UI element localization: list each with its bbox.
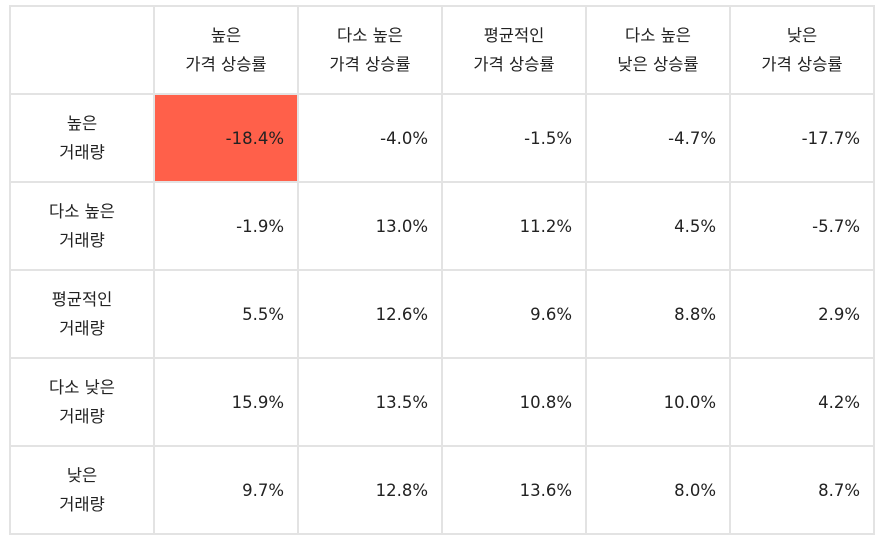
table-cell: -4.0% bbox=[299, 95, 441, 181]
col-header-somewhat-low-price: 다소 높은 낮은 상승률 bbox=[587, 7, 729, 93]
table-cell: 12.8% bbox=[299, 447, 441, 533]
col-header-line1: 높은 bbox=[210, 26, 242, 45]
col-header-high-price: 높은 가격 상승률 bbox=[155, 7, 297, 93]
row-header-line1: 다소 낮은 bbox=[49, 378, 115, 397]
table-cell: 4.2% bbox=[731, 359, 873, 445]
table-cell: -1.9% bbox=[155, 183, 297, 269]
table-cell: 12.6% bbox=[299, 271, 441, 357]
table-cell: 8.7% bbox=[731, 447, 873, 533]
table-cell: 2.9% bbox=[731, 271, 873, 357]
table-cell: 8.8% bbox=[587, 271, 729, 357]
table-cell: -5.7% bbox=[731, 183, 873, 269]
col-header-line2: 가격 상승률 bbox=[761, 55, 843, 74]
row-header-line2: 거래량 bbox=[59, 495, 105, 514]
row-header-low-volume: 낮은 거래량 bbox=[11, 447, 153, 533]
table-cell: 13.5% bbox=[299, 359, 441, 445]
row-header-line2: 거래량 bbox=[59, 143, 105, 162]
col-header-line2: 낮은 상승률 bbox=[617, 55, 699, 74]
return-matrix-table: 높은 가격 상승률 다소 높은 가격 상승률 평균적인 가격 상승률 다소 높은… bbox=[9, 5, 875, 535]
col-header-line2: 가격 상승률 bbox=[473, 55, 555, 74]
row-header-line1: 다소 높은 bbox=[49, 202, 115, 221]
row-header-line2: 거래량 bbox=[59, 231, 105, 250]
table-cell: 5.5% bbox=[155, 271, 297, 357]
row-header-line2: 거래량 bbox=[59, 319, 105, 338]
row-header-line1: 낮은 bbox=[66, 466, 98, 485]
table-cell: 9.6% bbox=[443, 271, 585, 357]
row-header-average-volume: 평균적인 거래량 bbox=[11, 271, 153, 357]
table-cell: -17.7% bbox=[731, 95, 873, 181]
table-cell: 13.0% bbox=[299, 183, 441, 269]
table-row-high-volume: 높은 거래량 -18.4% -4.0% -1.5% -4.7% -17.7% bbox=[11, 95, 873, 181]
header-row: 높은 가격 상승률 다소 높은 가격 상승률 평균적인 가격 상승률 다소 높은… bbox=[11, 7, 873, 93]
col-header-somewhat-high-price: 다소 높은 가격 상승률 bbox=[299, 7, 441, 93]
table-cell: 4.5% bbox=[587, 183, 729, 269]
row-header-somewhat-low-volume: 다소 낮은 거래량 bbox=[11, 359, 153, 445]
table-row-low-volume: 낮은 거래량 9.7% 12.8% 13.6% 8.0% 8.7% bbox=[11, 447, 873, 533]
corner-cell bbox=[11, 7, 153, 93]
col-header-line1: 다소 높은 bbox=[625, 26, 691, 45]
row-header-line1: 평균적인 bbox=[51, 290, 113, 309]
row-header-high-volume: 높은 거래량 bbox=[11, 95, 153, 181]
table-cell: 15.9% bbox=[155, 359, 297, 445]
col-header-line2: 가격 상승률 bbox=[185, 55, 267, 74]
row-header-somewhat-high-volume: 다소 높은 거래량 bbox=[11, 183, 153, 269]
col-header-line1: 다소 높은 bbox=[337, 26, 403, 45]
table-row-somewhat-low-volume: 다소 낮은 거래량 15.9% 13.5% 10.8% 10.0% 4.2% bbox=[11, 359, 873, 445]
row-header-line1: 높은 bbox=[66, 114, 98, 133]
row-header-line2: 거래량 bbox=[59, 407, 105, 426]
table-cell: -4.7% bbox=[587, 95, 729, 181]
col-header-line1: 낮은 bbox=[786, 26, 818, 45]
table-cell: 8.0% bbox=[587, 447, 729, 533]
col-header-low-price: 낮은 가격 상승률 bbox=[731, 7, 873, 93]
return-matrix-table-wrapper: 높은 가격 상승률 다소 높은 가격 상승률 평균적인 가격 상승률 다소 높은… bbox=[9, 5, 875, 535]
table-cell: 11.2% bbox=[443, 183, 585, 269]
table-row-average-volume: 평균적인 거래량 5.5% 12.6% 9.6% 8.8% 2.9% bbox=[11, 271, 873, 357]
table-cell: 13.6% bbox=[443, 447, 585, 533]
col-header-line2: 가격 상승률 bbox=[329, 55, 411, 74]
table-cell: 10.8% bbox=[443, 359, 585, 445]
table-row-somewhat-high-volume: 다소 높은 거래량 -1.9% 13.0% 11.2% 4.5% -5.7% bbox=[11, 183, 873, 269]
table-cell-highlighted: -18.4% bbox=[155, 95, 297, 181]
table-cell: 9.7% bbox=[155, 447, 297, 533]
col-header-average-price: 평균적인 가격 상승률 bbox=[443, 7, 585, 93]
table-cell: -1.5% bbox=[443, 95, 585, 181]
col-header-line1: 평균적인 bbox=[483, 26, 545, 45]
table-cell: 10.0% bbox=[587, 359, 729, 445]
